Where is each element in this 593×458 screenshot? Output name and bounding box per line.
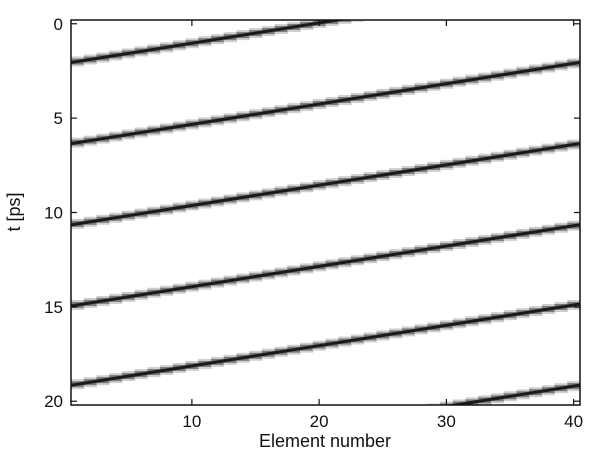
stripe-mid-cell [236,436,249,442]
stripe-mid-cell [224,438,237,444]
y-tick-label: 15 [44,298,63,317]
stripe-halo-cell [147,448,160,458]
stripe-mid-cell [198,442,211,448]
stripe-2 [71,58,580,148]
stripe-halo-cell [427,0,440,10]
y-tick-label: 0 [54,15,63,34]
stripe-mid-cell [440,0,453,6]
stripe-halo-cell [389,6,402,16]
stripe-halo-cell [338,418,351,428]
stripe-mid-cell [389,412,402,418]
stripe-mid-cell [122,454,135,458]
stripe-halo-cell [453,0,466,6]
stripe-halo-cell [338,20,352,24]
stripe-1 [71,0,491,67]
stripe-mid-cell [376,414,389,420]
stripe-mid-cell [351,418,364,424]
stripe-mid-cell [376,10,389,16]
stripe-halo-cell [364,414,377,424]
stripe-halo-cell [211,438,224,448]
stripe-halo-cell [351,416,364,426]
stripe-mid-cell [453,0,466,4]
stripe-mid-cell [211,440,224,446]
stripe-mid-cell [465,0,478,2]
stripe-halo-cell [350,20,365,22]
x-axis: 10 20 30 40 [182,20,583,431]
stripe-mid-cell [351,14,364,20]
stripe-core-line [71,302,580,387]
stripe-mid-cell [427,2,440,8]
stripe-mid-cell [402,6,415,12]
stripe-halo-cell [465,0,478,4]
stripe-halo-cell [415,406,428,416]
y-axis: 0 5 10 15 20 [44,15,580,411]
stripe-halo-cell [440,0,453,8]
stripe-core-line [71,20,347,65]
stripe-halo-cell [186,442,199,452]
stripe-mid-cell [389,8,402,14]
stripe-halo-cell [122,452,135,458]
stripe-halo-cell [109,454,122,458]
stripe-mid-cell [186,444,199,450]
stripe-halo-cell [224,436,237,446]
y-tick-label: 10 [44,204,63,223]
stripe-halo-cell [135,450,148,458]
stripe-halo-cell [427,403,441,405]
stripe-halo-cell [415,2,428,12]
y-tick-label: 5 [54,109,63,128]
y-tick-label: 20 [44,392,63,411]
stripe-halo-cell [478,0,491,1]
stripe-halo-cell [364,10,377,20]
stripe-halo-cell [198,440,211,450]
stripe-mid-cell [402,410,415,416]
stripe-core-line [71,223,580,308]
stripe-halo-cell [402,4,415,14]
stripe-3 [71,139,580,229]
stripe-mid-cell [415,4,428,10]
stripe-mid-cell [415,408,428,414]
stripe-core-line [71,142,580,227]
y-axis-title: t [ps] [4,192,24,231]
stripe-mid-cell [427,405,440,411]
stripe-halo-cell [376,8,389,18]
stripe-halo-cell [402,408,415,418]
stripe-halo-cell [389,410,402,420]
x-tick-label: 40 [564,412,583,431]
stripe-mid-cell [338,20,352,22]
stripe-6 [109,381,580,458]
stripe-5 [71,299,580,390]
stripe-mid-cell [147,450,160,456]
stripe-mid-cell [364,416,377,422]
x-tick-label: 10 [182,412,201,431]
stripe-halo-cell [160,446,173,456]
stripe-4 [71,220,580,310]
stripe-core-line [445,383,580,405]
stripe-mid-cell [173,446,186,452]
heatmap-stripes [71,0,580,458]
x-tick-label: 20 [310,412,329,431]
stripe-mid-cell [338,420,351,426]
stripe-mid-cell [160,448,173,454]
stripe-halo-cell [173,444,186,454]
stripe-mid-cell [135,452,148,458]
stripe-core-line [71,60,580,146]
x-tick-label: 30 [437,412,456,431]
stripe-halo-cell [236,434,249,444]
stripe-mid-cell [364,12,377,18]
stripe-halo-cell [376,412,389,422]
x-axis-title: Element number [259,431,391,451]
